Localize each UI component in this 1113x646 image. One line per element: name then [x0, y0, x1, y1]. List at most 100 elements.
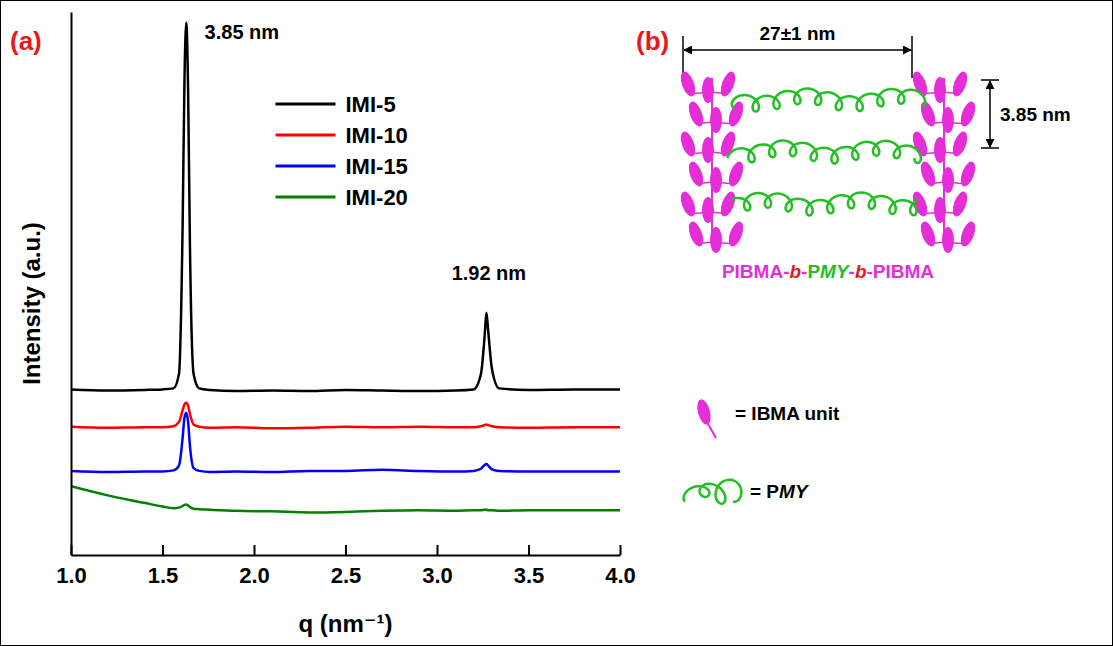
x-tick-mark [620, 545, 622, 555]
key-label: = IBMA unit [735, 403, 840, 424]
figure: 1.0 1.5 2.0 2.5 3.0 3.5 4.0 q (nm⁻¹) Intensity (… [0, 0, 1113, 646]
x-tick-label: 3.0 [422, 563, 453, 588]
pmy-chain [732, 88, 925, 111]
diagram: (b) 27±1 nm 3.85 nm PIBMA-b-PMY-b-PIBMA = IB… [636, 23, 1071, 504]
ibma-unit [950, 70, 970, 99]
y-axis-line [71, 13, 73, 556]
x-tick-mark [437, 545, 439, 555]
ibma-unit [686, 160, 706, 189]
tspan: MY [779, 481, 810, 502]
x-tick-label: 2.0 [239, 563, 270, 588]
ibma-unit [918, 160, 938, 189]
plot-area [71, 23, 620, 513]
ibma-unit [686, 100, 706, 129]
legend-label: IMI-10 [346, 123, 408, 148]
tspan: MY [820, 261, 851, 282]
legend-swatch [276, 103, 336, 106]
ibma-unit [958, 160, 978, 189]
key-coil [683, 480, 741, 504]
ibma-unit [934, 137, 946, 163]
length-label: 27±1 nm [760, 23, 836, 44]
x-axis-title: q (nm⁻¹) [299, 610, 393, 637]
ibma-unit [718, 70, 738, 99]
dimension-tick [682, 36, 684, 78]
legend-label: IMI-5 [346, 92, 396, 117]
key-stick [708, 424, 716, 438]
ibma-unit [942, 107, 954, 133]
x-tick: 2.5 [331, 545, 362, 588]
tspan: PIBMA [873, 261, 935, 282]
figure-frame [1, 1, 1113, 646]
key-label: = PMY [750, 481, 810, 502]
legend-swatch [276, 134, 336, 137]
ibma-unit [702, 137, 714, 163]
ibma-unit [726, 160, 746, 189]
ibma-unit [918, 220, 938, 249]
series-line [71, 23, 620, 391]
spacing-label: 3.85 nm [1000, 104, 1071, 125]
x-tick-label: 2.5 [331, 563, 362, 588]
x-tick: 1.5 [148, 545, 179, 588]
x-tick-mark [528, 545, 530, 555]
series-line [71, 486, 620, 512]
ibma-unit [950, 130, 970, 159]
ibma-unit [958, 100, 978, 129]
legend-swatch [276, 165, 336, 168]
x-tick-label: 4.0 [605, 563, 636, 588]
ibma-unit [726, 220, 746, 249]
pmy-chain [727, 140, 921, 163]
tspan: PIBMA [722, 261, 784, 282]
x-tick: 4.0 [605, 545, 636, 588]
ibma-unit [702, 197, 714, 223]
ibma-unit [678, 190, 698, 219]
panel-label: (a) [10, 26, 42, 56]
ibma-unit [678, 70, 698, 99]
peak-annotation: 1.92 nm [452, 262, 526, 284]
legend: IMI-5 IMI-10 IMI-15 IMI-20 [276, 92, 408, 210]
ibma-unit [918, 100, 938, 129]
x-axis: 1.0 1.5 2.0 2.5 3.0 3.5 4.0 [56, 545, 636, 588]
panel-label: (b) [636, 26, 669, 56]
series-line [71, 403, 620, 429]
ibma-unit [686, 220, 706, 249]
legend-label: IMI-20 [346, 185, 408, 210]
ibma-unit [934, 197, 946, 223]
x-tick-label: 1.5 [148, 563, 179, 588]
peak-annotation: 3.85 nm [205, 21, 279, 43]
ibma-unit [942, 227, 954, 253]
y-axis-title: Intensity (a.u.) [18, 222, 45, 385]
ibma-unit [695, 398, 713, 426]
spacing-tick [981, 147, 999, 149]
x-tick-mark [254, 545, 256, 555]
ibma-unit [710, 107, 722, 133]
y-axis [71, 13, 72, 556]
tspan: = P [750, 481, 779, 502]
ibma-unit [710, 227, 722, 253]
spacing-arrow [989, 81, 991, 147]
tspan: b [789, 261, 801, 282]
spacing-tick [981, 79, 999, 81]
x-tick-label: 1.0 [56, 563, 87, 588]
ibma-unit [958, 220, 978, 249]
ibma-unit [702, 77, 714, 103]
tspan: b [855, 261, 867, 282]
x-tick: 3.5 [514, 545, 545, 588]
legend-label: IMI-15 [346, 154, 408, 179]
x-tick-mark [162, 545, 164, 555]
ibma-unit [934, 77, 946, 103]
ibma-unit [718, 190, 738, 219]
polymer-name: PIBMA-b-PMY-b-PIBMA [722, 261, 934, 282]
x-tick: 2.0 [239, 545, 270, 588]
ibma-unit [678, 130, 698, 159]
tspan: P [807, 261, 820, 282]
ibma-unit [726, 100, 746, 129]
dimension-tick [911, 36, 913, 78]
dimension-arrow [684, 49, 911, 51]
x-tick-mark [345, 545, 347, 555]
ibma-unit [710, 167, 722, 193]
x-tick-label: 3.5 [514, 563, 545, 588]
ibma-unit [950, 190, 970, 219]
ibma-unit [942, 167, 954, 193]
pmy-chain [731, 192, 918, 215]
x-tick: 3.0 [422, 545, 453, 588]
